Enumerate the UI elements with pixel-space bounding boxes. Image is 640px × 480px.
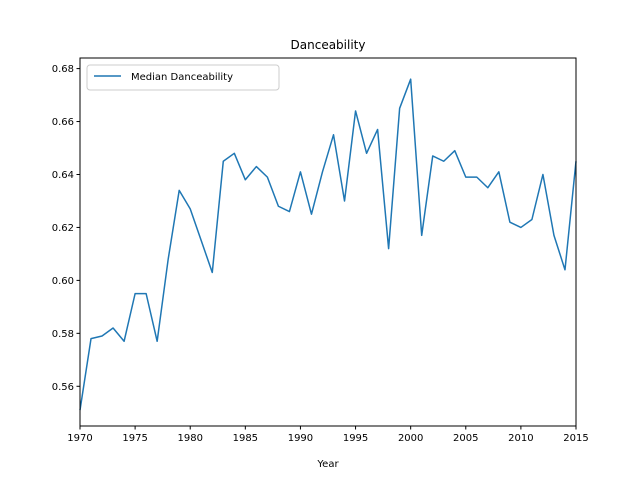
y-tick-label: 0.58 — [52, 329, 74, 340]
legend-label: Median Danceability — [131, 72, 233, 83]
plot-frame — [79, 57, 577, 427]
y-tick-label: 0.56 — [52, 382, 74, 393]
legend-box — [86, 64, 280, 91]
x-tick-label: 2015 — [563, 433, 588, 444]
x-tick-label: 2010 — [508, 433, 533, 444]
chart-title: Danceability — [291, 38, 366, 52]
y-tick-label: 0.64 — [52, 170, 74, 181]
x-tick-label: 1970 — [67, 433, 92, 444]
x-tick-label: 2000 — [398, 433, 423, 444]
axis-ticks: 1970 1975 1980 1985 1990 1995 2000 2005 2010 2015… — [52, 64, 589, 444]
x-tick-label: 1975 — [122, 433, 147, 444]
y-tick-label: 0.62 — [52, 223, 74, 234]
plot-lines — [79, 78, 577, 411]
x-tick-label: 2005 — [453, 433, 478, 444]
x-tick-label: 1980 — [177, 433, 202, 444]
series-line — [79, 78, 577, 411]
y-tick-label: 0.66 — [52, 117, 74, 128]
x-tick-label: 1990 — [288, 433, 313, 444]
x-tick-label: 1985 — [233, 433, 258, 444]
y-tick-label: 0.68 — [52, 64, 74, 75]
x-axis-label: Year — [316, 459, 339, 470]
legend: Median Danceability — [86, 64, 280, 91]
y-tick-label: 0.60 — [52, 276, 74, 287]
x-tick-label: 1995 — [343, 433, 368, 444]
